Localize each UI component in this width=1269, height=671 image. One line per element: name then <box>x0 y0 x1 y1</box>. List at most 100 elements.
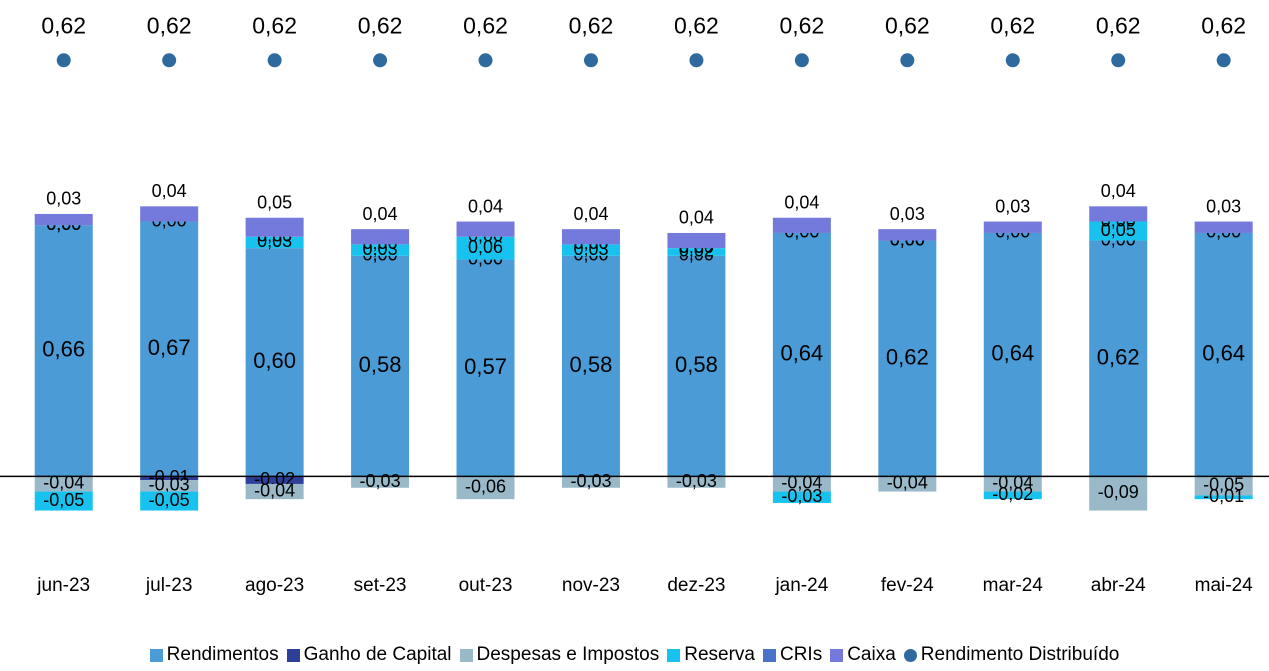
dot-label: 0,62 <box>674 12 719 38</box>
bar-segment <box>772 491 831 503</box>
data-label: -0,02 <box>254 469 295 489</box>
data-label: 0,64 <box>780 340 823 365</box>
legend-item: Rendimento Distribuído <box>903 644 1120 666</box>
bar-segment <box>34 476 93 492</box>
data-label: 0,06 <box>468 237 503 257</box>
x-tick-label: jun-23 <box>36 575 90 596</box>
dot <box>1005 53 1020 68</box>
dot <box>267 53 282 68</box>
bar-segment <box>245 248 304 477</box>
data-label: -0,03 <box>570 471 611 491</box>
data-label: 0,66 <box>42 337 85 362</box>
data-label: 0,64 <box>991 340 1034 365</box>
bar-segment <box>34 491 93 511</box>
data-label: 0,67 <box>148 335 191 360</box>
bar-segment <box>878 229 937 241</box>
data-label: 0,04 <box>784 192 819 212</box>
bar-segment <box>1089 476 1148 511</box>
bar-segment <box>1089 240 1148 477</box>
bar-segment <box>667 255 726 477</box>
chart: 0,660,00-0,04-0,050,000,03jun-230,67-0,0… <box>0 12 1269 596</box>
data-label: -0,02 <box>992 484 1033 504</box>
bar-segment <box>772 217 831 233</box>
bar-segment <box>983 491 1042 500</box>
bar-segment <box>456 221 515 237</box>
dot-label: 0,62 <box>1096 12 1141 38</box>
bar-segment <box>667 248 726 256</box>
bar-segment <box>1194 221 1253 233</box>
data-label: 0,58 <box>675 352 718 377</box>
bar-segment <box>245 476 304 484</box>
bar-segment <box>351 476 410 488</box>
data-label: -0,05 <box>43 490 84 510</box>
bar-segment <box>561 244 620 256</box>
data-label: 0,05 <box>257 192 292 212</box>
legend-label: Rendimentos <box>166 644 279 665</box>
data-label: -0,01 <box>1203 486 1244 506</box>
data-label: -0,04 <box>992 473 1033 493</box>
bar-segment <box>140 476 199 481</box>
legend-swatch <box>459 648 473 662</box>
data-label: -0,03 <box>781 486 822 506</box>
bar-segment <box>983 221 1042 233</box>
bar-segment <box>772 232 831 477</box>
bar-segment <box>561 255 620 477</box>
bar-segment <box>456 476 515 500</box>
dot <box>689 53 704 68</box>
dot-label: 0,62 <box>252 12 297 38</box>
legend-swatch <box>667 648 681 662</box>
dot-label: 0,62 <box>358 12 403 38</box>
data-label: 0,62 <box>886 344 929 369</box>
legend-item: Reserva <box>667 644 755 666</box>
dot-label: 0,62 <box>463 12 508 38</box>
bar-segment <box>561 229 620 245</box>
bar-segment <box>1194 476 1253 496</box>
bar-segment <box>1089 206 1148 222</box>
data-label: 0,04 <box>468 196 503 216</box>
data-label: 0,03 <box>1206 196 1241 216</box>
bar-segment <box>878 476 937 492</box>
dot <box>794 53 809 68</box>
bar-segment <box>456 259 515 477</box>
dot <box>373 53 388 68</box>
legend-item: Rendimentos <box>149 644 279 666</box>
x-tick-label: mar-24 <box>983 575 1044 596</box>
data-label: -0,04 <box>254 480 295 500</box>
dot-label: 0,62 <box>990 12 1035 38</box>
data-label: 0,62 <box>1097 344 1140 369</box>
bar-segment <box>1089 221 1148 241</box>
legend-label: Ganho de Capital <box>303 644 452 665</box>
data-label: 0,04 <box>1101 181 1136 201</box>
dot-label: 0,62 <box>147 12 192 38</box>
x-tick-label: jan-24 <box>774 575 828 596</box>
bar-segment <box>351 255 410 477</box>
x-tick-label: fev-24 <box>881 575 934 596</box>
data-label: 0,03 <box>890 204 925 224</box>
bar-segment <box>456 236 515 260</box>
bar-segment <box>667 476 726 488</box>
data-label: -0,04 <box>781 473 822 493</box>
bar-segment <box>34 213 93 226</box>
data-label: -0,04 <box>887 473 928 493</box>
bar-segment <box>351 229 410 245</box>
data-label: 0,04 <box>573 204 608 224</box>
bar-segment <box>878 240 937 477</box>
data-label: -0,04 <box>43 473 84 493</box>
dot <box>56 53 71 68</box>
dot-label: 0,62 <box>569 12 614 38</box>
legend-label: Rendimento Distribuído <box>920 644 1120 665</box>
data-label: -0,05 <box>1203 475 1244 495</box>
dot <box>1111 53 1126 68</box>
data-label: -0,06 <box>465 476 506 496</box>
legend-item: CRIs <box>762 644 822 666</box>
legend-swatch <box>762 648 776 662</box>
data-label: 0,04 <box>152 181 187 201</box>
dot <box>1216 53 1231 68</box>
data-label: 0,60 <box>253 348 296 373</box>
legend-label: Caixa <box>847 644 896 665</box>
x-tick-label: mai-24 <box>1195 575 1254 596</box>
bar-segment <box>140 206 199 222</box>
bar-segment <box>1194 495 1253 500</box>
bar-segment <box>245 483 304 500</box>
bar-segment <box>140 221 199 477</box>
